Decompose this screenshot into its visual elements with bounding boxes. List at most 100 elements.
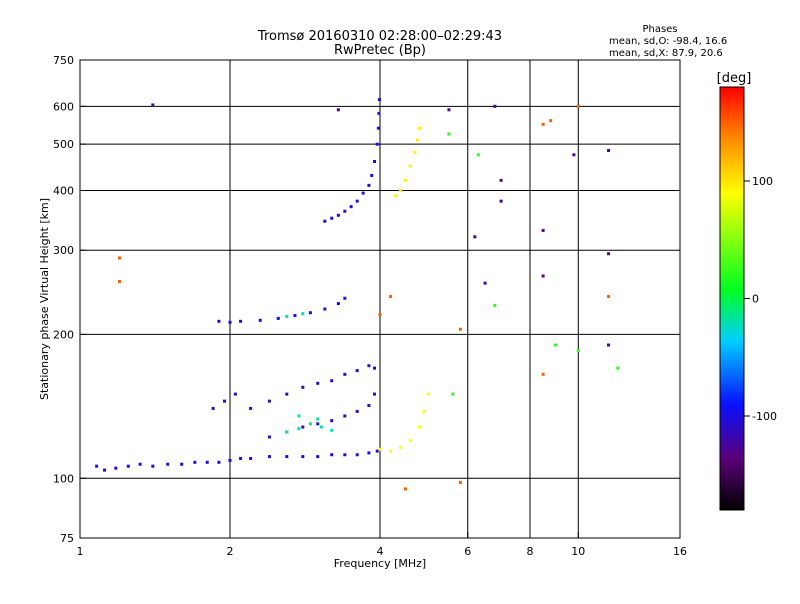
data-point	[576, 349, 580, 353]
data-point	[103, 468, 107, 472]
data-point	[549, 119, 553, 123]
data-point	[114, 466, 118, 470]
data-point	[343, 209, 347, 213]
x-tick-label: 4	[377, 545, 384, 558]
data-point	[316, 422, 320, 426]
data-point	[607, 343, 611, 347]
data-point	[355, 199, 359, 203]
data-point	[126, 464, 130, 468]
data-point	[343, 453, 347, 457]
data-point	[95, 464, 99, 468]
data-point	[297, 414, 301, 418]
data-point	[572, 153, 576, 157]
data-point	[458, 327, 462, 331]
data-point	[151, 464, 155, 468]
data-point	[370, 173, 374, 177]
data-point	[276, 316, 280, 320]
data-point	[408, 164, 412, 168]
data-point	[330, 379, 334, 383]
data-point	[373, 392, 377, 396]
data-point	[336, 302, 340, 306]
grid-lines	[80, 60, 680, 538]
colorbar-tick-label: 100	[752, 175, 773, 188]
data-point	[343, 372, 347, 376]
colorbar-ticks: 100 0 -100	[744, 175, 777, 423]
data-point	[343, 296, 347, 300]
data-point	[607, 148, 611, 152]
data-point	[239, 319, 243, 323]
data-point	[399, 445, 403, 449]
data-point	[375, 142, 379, 146]
data-point	[413, 151, 417, 155]
y-tick-label: 400	[53, 184, 74, 197]
data-point	[378, 313, 382, 317]
x-tick-label: 10	[571, 545, 585, 558]
data-point	[217, 319, 221, 323]
data-point	[301, 455, 305, 459]
y-tick-label: 500	[53, 138, 74, 151]
data-point	[355, 369, 359, 373]
data-point	[117, 256, 121, 260]
data-point	[285, 392, 289, 396]
colorbar-label: [deg]	[717, 71, 752, 86]
data-point	[267, 435, 271, 439]
y-tick-label: 100	[53, 472, 74, 485]
data-point	[378, 447, 382, 451]
data-point	[316, 417, 320, 421]
data-point	[541, 372, 545, 376]
data-point	[403, 487, 407, 491]
data-point	[541, 274, 545, 278]
data-point	[336, 108, 340, 112]
data-point	[399, 188, 403, 192]
chart-title-line2: RwPretec (Bp)	[334, 43, 426, 58]
data-point	[553, 343, 557, 347]
y-tick-label: 300	[53, 244, 74, 257]
data-point	[422, 409, 426, 413]
data-point	[336, 213, 340, 217]
data-point	[389, 295, 393, 299]
data-point	[367, 364, 371, 368]
stats-line-o: mean, sd,O: -98.4, 16.6	[609, 36, 727, 47]
data-point	[138, 462, 142, 466]
data-point	[349, 205, 353, 209]
data-point	[607, 252, 611, 256]
data-point	[285, 430, 289, 434]
data-point	[377, 111, 381, 115]
data-point	[330, 453, 334, 457]
data-point	[330, 419, 334, 423]
chart-title-line1: Tromsø 20160310 02:28:00–02:29:43	[257, 29, 502, 44]
data-point	[541, 228, 545, 232]
data-point	[451, 392, 455, 396]
y-tick-label: 200	[53, 328, 74, 341]
y-tick-label: 75	[60, 532, 74, 545]
data-point	[308, 422, 312, 426]
data-point	[151, 103, 155, 107]
x-tick-label: 8	[527, 545, 534, 558]
data-point	[233, 392, 237, 396]
data-point	[267, 399, 271, 403]
x-tick-label: 16	[673, 545, 687, 558]
data-point	[285, 314, 289, 318]
data-point	[361, 191, 365, 195]
data-point	[447, 132, 451, 136]
data-point	[355, 453, 359, 457]
data-point	[616, 366, 620, 370]
x-tick-label: 2	[227, 545, 234, 558]
data-point	[376, 126, 380, 130]
data-point	[377, 98, 381, 102]
colorbar-tick-label: 0	[752, 293, 759, 306]
data-point	[205, 460, 209, 464]
data-point	[217, 460, 221, 464]
data-point	[389, 449, 393, 453]
data-point	[180, 462, 184, 466]
data-point	[323, 307, 327, 311]
data-point	[499, 199, 503, 203]
data-point	[301, 312, 305, 316]
y-tick-label: 600	[53, 100, 74, 113]
data-point	[541, 122, 545, 126]
data-point	[323, 219, 327, 223]
data-point	[301, 425, 305, 429]
colorbar	[719, 86, 745, 511]
data-point	[367, 403, 371, 407]
